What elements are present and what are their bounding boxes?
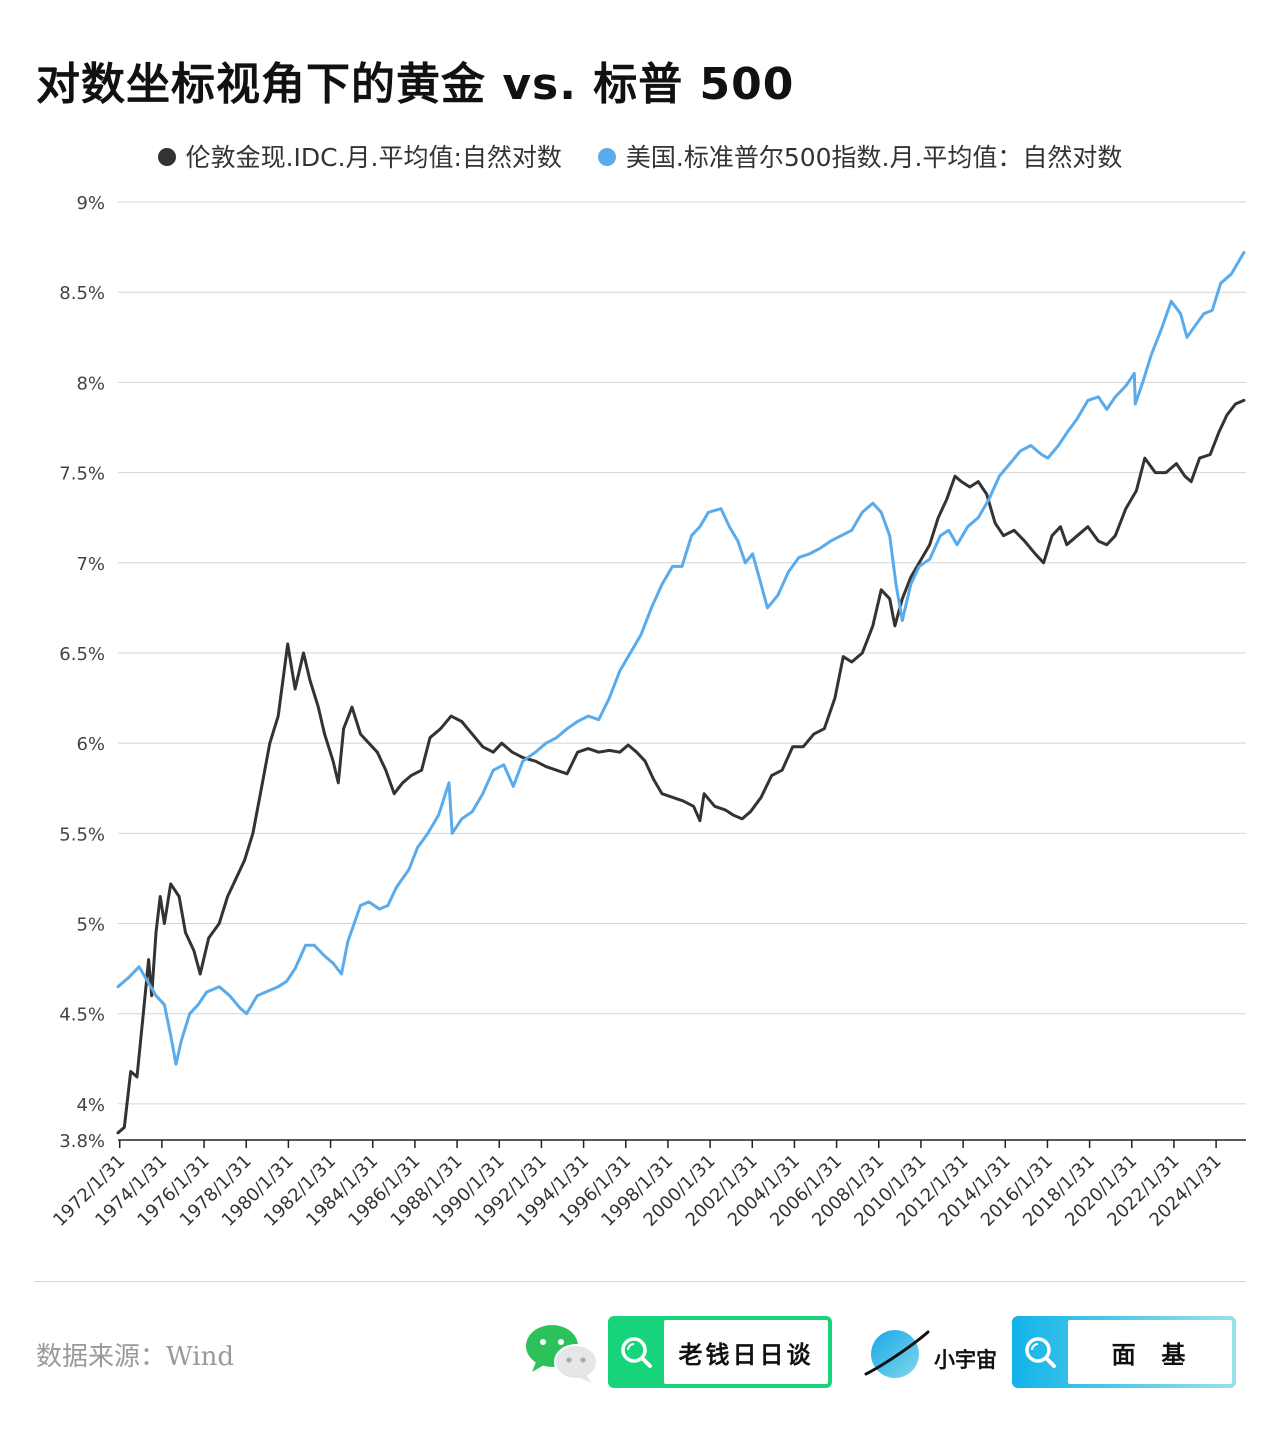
series-line-sp500 [116,251,1246,1066]
legend-label-gold: 伦敦金现.IDC.月.平均值:自然对数 [185,143,562,172]
y-tick-label: 4.5% [59,1005,105,1026]
y-tick-label: 5.5% [59,824,105,845]
chart-title: 对数坐标视角下的黄金 vs. 标普 500 [36,59,795,110]
series-line-gold [116,398,1246,1135]
wechat-icon [526,1325,598,1383]
y-axis-ticks: 9% 8.5% 8% 7.5% 7% 6.5% 6% 5.5% 5% 4.5% 4% 3.8% [59,193,105,1152]
y-tick-label: 6% [76,734,105,755]
y-tick-label: 6.5% [59,644,105,665]
wechat-account-name: 老钱日日谈 [664,1320,828,1384]
legend-dot-gold [157,148,176,166]
search-icon [1012,1316,1068,1388]
y-tick-label: 7.5% [59,464,105,485]
xiaoyuzhou-search-box[interactable]: 面 基 [1012,1316,1236,1388]
legend-label-sp500: 美国.标准普尔500指数.月.平均值：自然对数 [625,143,1123,172]
legend-item-sp500[interactable]: 美国.标准普尔500指数.月.平均值：自然对数 [597,138,1123,174]
y-tick-label: 8.5% [59,283,105,304]
y-tick-label: 8% [76,373,105,394]
search-icon [608,1316,664,1388]
x-axis: 1972/1/311974/1/311976/1/311978/1/311980… [49,1139,1246,1231]
xiaoyuzhou-brand: 小宇宙 [934,1348,997,1372]
y-tick-label: 3.8% [59,1131,105,1152]
y-tick-label: 4% [76,1095,105,1116]
grid-lines [118,201,1246,1105]
legend-dot-sp500 [597,148,616,166]
y-tick-label: 7% [76,554,105,575]
line-chart: 9% 8.5% 8% 7.5% 7% 6.5% 6% 5.5% 5% 4.5% 4% 3.8% 197… [49,193,1246,1231]
legend-item-gold[interactable]: 伦敦金现.IDC.月.平均值:自然对数 [157,138,562,174]
planet-icon [864,1330,930,1378]
series-lines [116,251,1246,1135]
legend: 伦敦金现.IDC.月.平均值:自然对数 美国.标准普尔500指数.月.平均值：自… [0,138,1280,174]
xiaoyuzhou-account-name: 面 基 [1068,1320,1232,1384]
data-source: 数据来源：Wind [36,1342,234,1372]
y-tick-label: 5% [76,915,105,936]
footer-divider [34,1281,1246,1282]
y-tick-label: 9% [76,193,105,214]
wechat-search-box[interactable]: 老钱日日谈 [608,1316,832,1388]
